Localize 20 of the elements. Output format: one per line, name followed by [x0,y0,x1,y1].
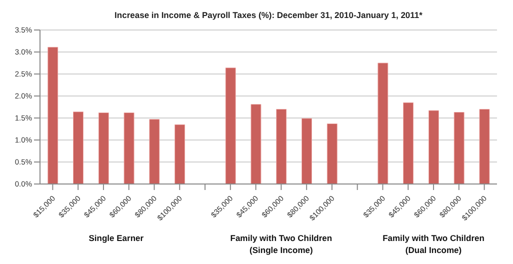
bar [326,123,338,184]
bar [98,112,109,184]
bar [48,46,58,184]
bar [302,118,312,184]
bar [428,110,439,184]
text: Family with Two Children (Single Income) [229,232,334,256]
bar [454,112,464,184]
chart-title: Increase in Income & Payroll Taxes (%): December 31, 2010-January 1, 2011* [114,10,424,20]
bar [124,112,134,184]
text: Family with Two Children (Dual Income) [382,232,486,256]
bar [378,62,388,184]
text: Single Earner [88,232,145,244]
bar [73,112,84,184]
bar [174,124,186,184]
bar [250,104,262,184]
bar [403,102,414,184]
bar [225,68,236,184]
bar [479,108,490,184]
bar [149,119,160,184]
bar [276,108,287,184]
